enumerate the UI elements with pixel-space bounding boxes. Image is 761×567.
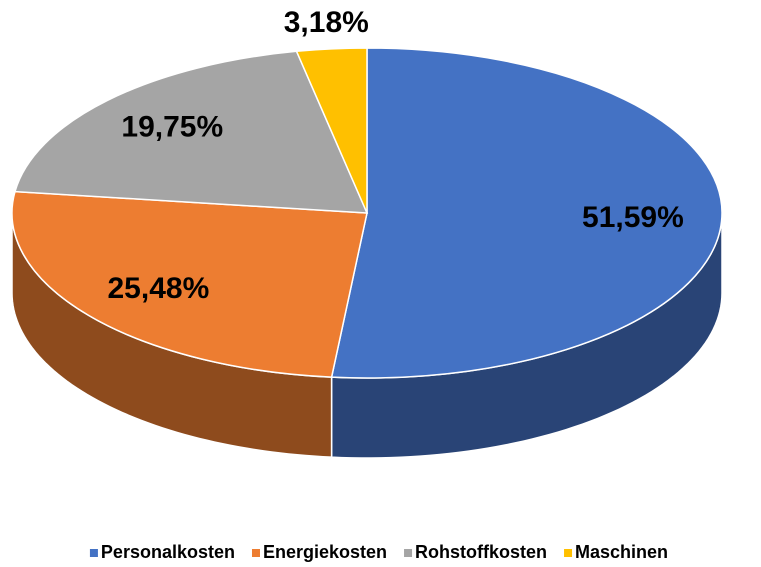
slice xyxy=(11,190,368,378)
legend-marker xyxy=(404,549,413,557)
legend-marker xyxy=(251,549,260,557)
data-label: 25,48% xyxy=(108,272,210,305)
data-label: 51,59% xyxy=(582,201,684,234)
legend-label: Personalkosten xyxy=(101,542,235,562)
slice xyxy=(295,47,368,214)
data-label: 3,18% xyxy=(284,6,369,39)
legend-label: Maschinen xyxy=(575,542,668,562)
legend-marker xyxy=(564,549,573,557)
legend-label: Energiekosten xyxy=(263,542,387,562)
legend-marker xyxy=(89,549,98,557)
slice xyxy=(14,50,369,214)
data-label: 19,75% xyxy=(121,111,223,144)
slice xyxy=(330,47,723,379)
legend-label: Rohstoffkosten xyxy=(415,542,547,562)
